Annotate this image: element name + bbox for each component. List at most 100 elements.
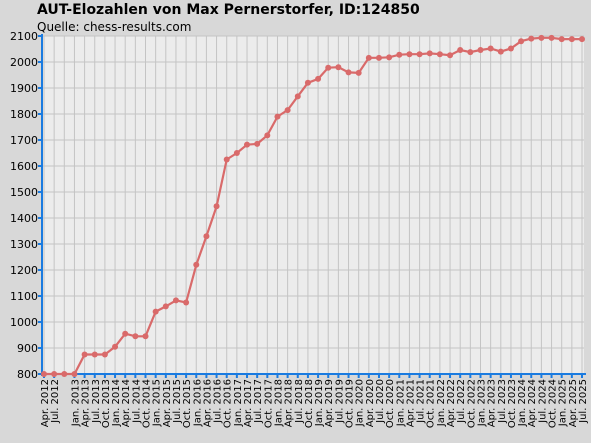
- x-tick-label: Apr. 2018: [284, 379, 295, 427]
- data-point: [91, 351, 98, 358]
- x-tick-label: Apr. 2023: [487, 379, 498, 427]
- y-tick-label: 900: [17, 342, 38, 355]
- data-point: [152, 308, 159, 315]
- x-tick-label: Jul. 2016: [213, 379, 224, 424]
- data-point: [507, 45, 514, 52]
- data-point: [477, 47, 484, 54]
- data-point: [304, 79, 311, 86]
- x-tick-label: Oct. 2013: [101, 379, 112, 428]
- x-tick-label: Jan. 2021: [395, 379, 406, 427]
- data-point: [233, 150, 240, 156]
- data-point: [315, 75, 322, 82]
- x-tick-label: Jul. 2015: [172, 379, 183, 424]
- chart-subtitle: Quelle: chess-results.com: [37, 20, 192, 34]
- data-point: [183, 299, 190, 306]
- x-tick-label: Apr. 2019: [324, 379, 335, 427]
- y-tick-label: 1900: [10, 82, 38, 95]
- x-tick-label: Jul. 2025: [578, 379, 589, 424]
- data-point: [254, 140, 261, 147]
- data-point: [345, 69, 352, 76]
- x-tick-label: Apr. 2013: [81, 379, 92, 427]
- x-tick-label: Jan. 2024: [517, 379, 528, 427]
- data-point: [132, 333, 139, 340]
- data-point: [518, 38, 525, 45]
- data-point: [294, 93, 301, 100]
- y-tick-label: 1500: [10, 186, 38, 199]
- data-point: [101, 351, 108, 358]
- x-tick-label: Jan. 2013: [70, 379, 81, 427]
- x-tick-label: Oct. 2019: [345, 379, 356, 428]
- x-tick-label: Oct. 2015: [182, 379, 193, 428]
- data-point: [112, 343, 119, 350]
- data-point: [386, 54, 393, 61]
- x-tick-label: Oct. 2021: [426, 379, 437, 428]
- y-tick-label: 800: [17, 368, 38, 381]
- data-point: [61, 371, 68, 377]
- y-tick-label: 1700: [10, 134, 38, 147]
- y-tick-label: 2100: [10, 30, 38, 43]
- data-point: [325, 64, 332, 71]
- plot-area: [42, 36, 584, 374]
- x-tick-label: Jul. 2021: [416, 379, 427, 424]
- y-tick-label: 1600: [10, 160, 38, 173]
- x-tick-label: Apr. 2024: [527, 379, 538, 427]
- x-tick-label: Jan. 2017: [233, 379, 244, 427]
- x-tick-label: Apr. 2014: [121, 379, 132, 427]
- data-point: [284, 107, 291, 114]
- x-tick-label: Jul. 2024: [537, 379, 548, 424]
- data-point: [406, 51, 413, 58]
- data-point: [71, 371, 78, 377]
- y-tick-label: 1200: [10, 264, 38, 277]
- x-tick-label: Apr. 2022: [446, 379, 457, 427]
- data-point: [41, 371, 47, 377]
- data-point: [51, 371, 58, 377]
- data-point: [457, 47, 464, 54]
- data-point: [579, 36, 585, 43]
- x-tick-label: Jan. 2020: [355, 379, 366, 427]
- x-tick-label: Jul. 2012: [50, 379, 61, 424]
- x-tick-label: Jul. 2017: [253, 379, 264, 424]
- data-point: [213, 203, 220, 210]
- data-point: [365, 54, 372, 61]
- data-point: [223, 156, 230, 163]
- y-tick-label: 1300: [10, 238, 38, 251]
- x-tick-label: Jul. 2020: [375, 379, 386, 424]
- x-tick-labels: Apr. 2012 Jul. 2012 Jan. 2013 Apr. 2013 Jul.…: [40, 379, 589, 428]
- x-tick-label: Oct. 2020: [385, 379, 396, 428]
- x-tick-label: Jul. 2019: [334, 379, 345, 424]
- data-point: [274, 113, 281, 120]
- x-tick-label: Jul. 2014: [131, 379, 142, 424]
- x-tick-label: Oct. 2022: [466, 379, 477, 428]
- data-point: [528, 35, 535, 42]
- x-tick-label: Jan. 2022: [436, 379, 447, 427]
- x-tick-label: Jan. 2014: [111, 379, 122, 427]
- data-point: [467, 49, 474, 56]
- data-point: [203, 233, 210, 240]
- chart-title: AUT-Elozahlen von Max Pernerstorfer, ID:…: [37, 2, 420, 18]
- data-point: [264, 132, 271, 139]
- data-point: [355, 69, 362, 76]
- data-point: [81, 351, 88, 358]
- data-point: [436, 51, 443, 58]
- data-point: [335, 64, 342, 71]
- data-point: [122, 330, 129, 337]
- x-tick-label: Oct. 2024: [548, 379, 559, 428]
- data-point: [487, 45, 494, 52]
- axis-layer: [38, 34, 586, 378]
- data-point: [568, 36, 575, 43]
- data-point: [172, 297, 179, 304]
- x-tick-label: Oct. 2023: [507, 379, 518, 428]
- data-point: [396, 51, 403, 58]
- grid-layer: [42, 35, 584, 375]
- data-point: [244, 141, 251, 148]
- x-tick-label: Oct. 2014: [142, 379, 153, 428]
- x-tick-label: Jan. 2016: [192, 379, 203, 427]
- y-tick-label: 2000: [10, 56, 38, 69]
- data-point: [193, 261, 200, 268]
- x-tick-label: Oct. 2018: [304, 379, 315, 428]
- x-tick-label: Jan. 2023: [476, 379, 487, 427]
- x-tick-label: Apr. 2020: [365, 379, 376, 427]
- data-point: [558, 36, 565, 43]
- x-tick-label: Jan. 2019: [314, 379, 325, 427]
